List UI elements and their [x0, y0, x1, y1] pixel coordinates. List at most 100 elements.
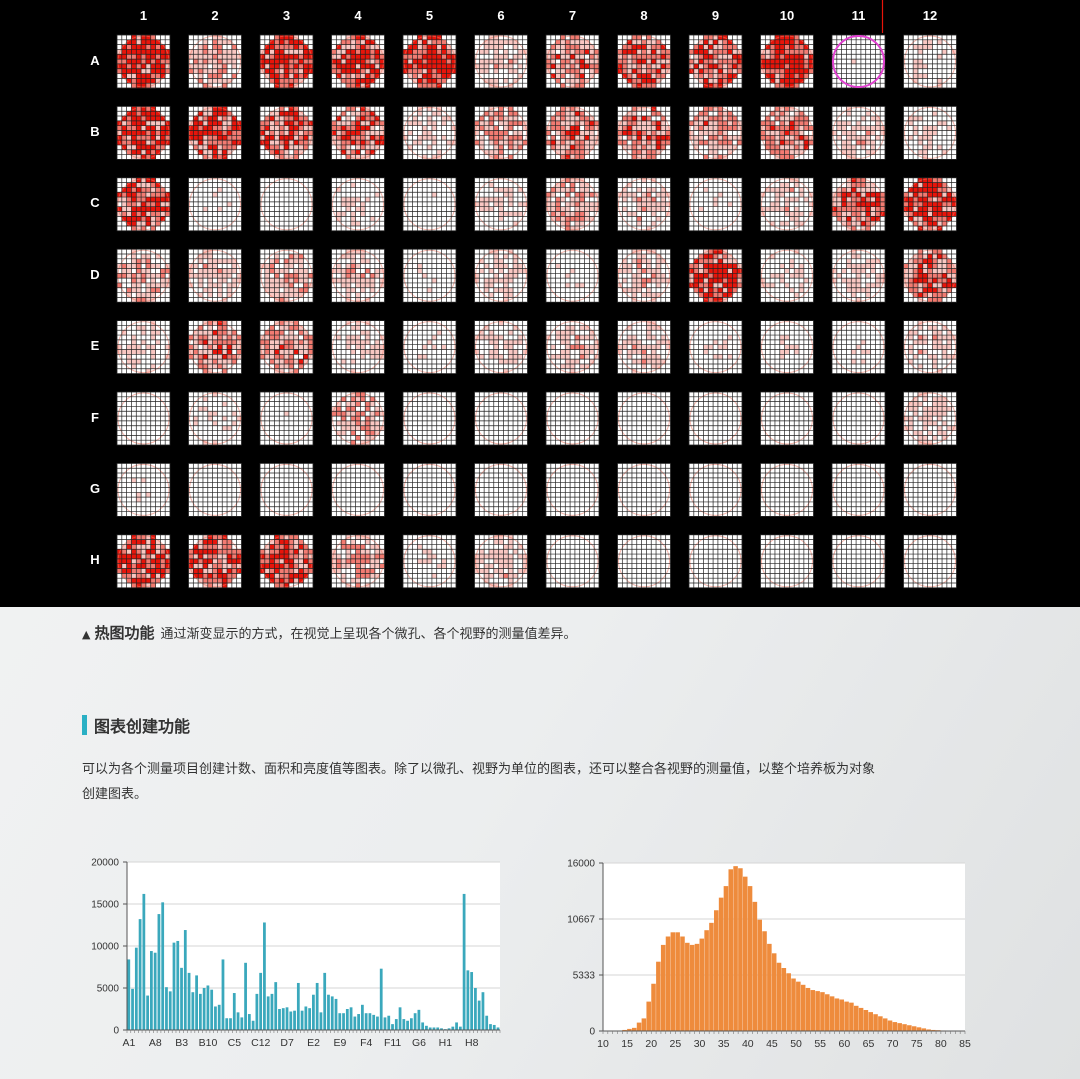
well-E12[interactable] [903, 320, 957, 375]
y-tick-label: 5000 [97, 984, 120, 995]
well-D7[interactable] [545, 248, 600, 303]
well-B2[interactable] [188, 106, 242, 160]
well-B8[interactable] [617, 106, 671, 160]
well-G3[interactable] [259, 462, 314, 517]
well-D5[interactable] [402, 248, 457, 303]
well-B3[interactable] [259, 106, 314, 160]
column-label: 10 [779, 8, 795, 23]
well-B11[interactable] [831, 106, 886, 160]
well-D11[interactable] [831, 248, 886, 303]
well-H4[interactable] [331, 534, 385, 589]
well-E1[interactable] [116, 320, 171, 375]
well-B5[interactable] [402, 106, 457, 160]
well-G6[interactable] [474, 462, 528, 517]
well-E5[interactable] [402, 320, 457, 375]
well-G7[interactable] [545, 462, 600, 517]
well-E9[interactable] [688, 320, 743, 375]
well-A2[interactable] [188, 34, 242, 89]
well-H2[interactable] [188, 534, 242, 589]
well-D9[interactable] [688, 248, 743, 303]
well-B10[interactable] [760, 106, 814, 160]
well-C4[interactable] [331, 177, 385, 232]
well-C10[interactable] [760, 177, 814, 232]
well-H9[interactable] [688, 534, 743, 589]
well-D8[interactable] [617, 248, 671, 303]
well-F12[interactable] [903, 391, 957, 446]
well-D1[interactable] [116, 248, 171, 303]
well-B4[interactable] [331, 106, 385, 160]
well-D12[interactable] [903, 248, 957, 303]
well-E11[interactable] [831, 320, 886, 375]
well-D10[interactable] [760, 248, 814, 303]
well-E2[interactable] [188, 320, 242, 375]
well-A9[interactable] [688, 34, 743, 89]
well-D6[interactable] [474, 248, 528, 303]
well-E6[interactable] [474, 320, 528, 375]
well-H3[interactable] [259, 534, 314, 589]
well-C7[interactable] [545, 177, 600, 232]
well-G1[interactable] [116, 462, 171, 517]
well-B7[interactable] [545, 106, 600, 160]
well-C1[interactable] [116, 177, 171, 232]
well-G9[interactable] [688, 462, 743, 517]
bar [293, 1010, 296, 1030]
well-A1[interactable] [116, 34, 171, 89]
well-G12[interactable] [903, 462, 957, 517]
well-A3[interactable] [259, 34, 314, 89]
well-A10[interactable] [760, 34, 814, 89]
well-G5[interactable] [402, 462, 457, 517]
well-G10[interactable] [760, 462, 814, 517]
well-H8[interactable] [617, 534, 671, 589]
well-C6[interactable] [474, 177, 528, 232]
well-B6[interactable] [474, 106, 528, 160]
well-H10[interactable] [760, 534, 814, 589]
well-F4[interactable] [331, 391, 385, 446]
well-D3[interactable] [259, 248, 314, 303]
well-A7[interactable] [545, 34, 600, 89]
well-F9[interactable] [688, 391, 743, 446]
well-E10[interactable] [760, 320, 814, 375]
well-A12[interactable] [903, 34, 957, 89]
well-H7[interactable] [545, 534, 600, 589]
well-B1[interactable] [116, 106, 171, 160]
well-C9[interactable] [688, 177, 743, 232]
well-H6[interactable] [474, 534, 528, 589]
well-E8[interactable] [617, 320, 671, 375]
well-A11[interactable] [831, 0, 886, 89]
well-C8[interactable] [617, 177, 671, 232]
well-B9[interactable] [688, 106, 743, 160]
well-H1[interactable] [116, 534, 171, 589]
well-E4[interactable] [331, 320, 385, 375]
well-C2[interactable] [188, 177, 242, 232]
well-H5[interactable] [402, 534, 457, 589]
well-B12[interactable] [903, 106, 957, 160]
well-F1[interactable] [116, 391, 171, 446]
well-F10[interactable] [760, 391, 814, 446]
well-F3[interactable] [259, 391, 314, 446]
well-H11[interactable] [831, 534, 886, 589]
well-H12[interactable] [903, 534, 957, 589]
well-C12[interactable] [903, 177, 957, 232]
well-C5[interactable] [402, 177, 457, 232]
well-A4[interactable] [331, 34, 385, 89]
well-C3[interactable] [259, 177, 314, 232]
well-G11[interactable] [831, 462, 886, 517]
section-description-line-1: 可以为各个测量项目创建计数、面积和亮度值等图表。除了以微孔、视野为单位的图表，还… [82, 762, 876, 777]
well-A5[interactable] [402, 34, 457, 89]
well-F5[interactable] [402, 391, 457, 446]
well-A8[interactable] [617, 34, 671, 89]
well-D4[interactable] [331, 248, 385, 303]
well-G2[interactable] [188, 462, 242, 517]
well-D2[interactable] [188, 248, 242, 303]
well-F11[interactable] [831, 391, 886, 446]
well-F6[interactable] [474, 391, 528, 446]
well-F2[interactable] [188, 391, 242, 446]
well-C11[interactable] [831, 177, 886, 232]
well-A6[interactable] [474, 34, 528, 89]
well-F8[interactable] [617, 391, 671, 446]
well-G4[interactable] [331, 462, 385, 517]
well-G8[interactable] [617, 462, 671, 517]
well-E7[interactable] [545, 320, 600, 375]
well-E3[interactable] [259, 320, 314, 375]
well-F7[interactable] [545, 391, 600, 446]
